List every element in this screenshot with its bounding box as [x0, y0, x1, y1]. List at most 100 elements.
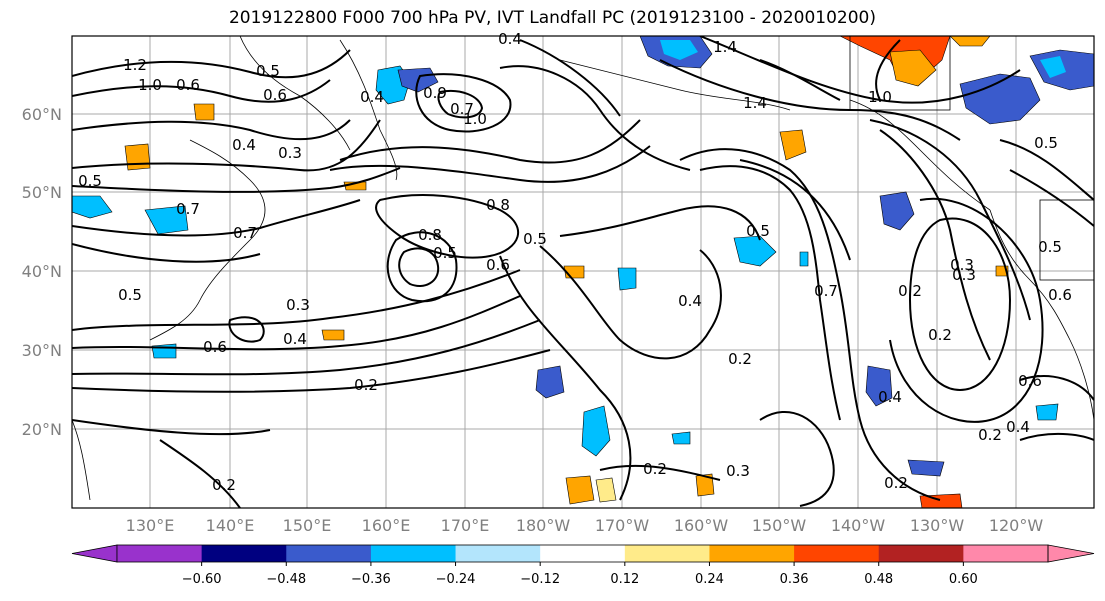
contour-label: 0.3 [726, 462, 750, 480]
colorbar-tick-label: 0.60 [949, 572, 978, 587]
lon-tick-label: 150°E [283, 516, 332, 535]
contour-label: 0.5 [433, 244, 457, 262]
contour-label: 0.6 [1018, 372, 1042, 390]
contour-label: 0.3 [278, 144, 302, 162]
map-frame [71, 35, 1095, 509]
contour-label: 0.5 [1034, 134, 1058, 152]
contour-label: 0.6 [1048, 286, 1072, 304]
colorbar-extend-low [71, 544, 118, 563]
contour-label: 0.6 [203, 338, 227, 356]
colorbar-segment [370, 545, 457, 562]
colorbar-segment [878, 545, 964, 562]
colorbar-tick-label: 0.24 [695, 572, 724, 587]
lon-tick-label: 120°W [989, 516, 1044, 535]
contour-label: 0.4 [283, 330, 307, 348]
colorbar-tick-label: 0.36 [780, 572, 809, 587]
longitude-ticks: 130°E 140°E 150°E 160°E 170°E 180°W 170°W 160°W… [126, 516, 1044, 535]
lon-tick-label: 130°W [910, 516, 965, 535]
contour-label: 0.3 [950, 256, 974, 274]
lat-tick-label: 20°N [22, 420, 62, 439]
contour-label: 0.5 [256, 62, 280, 80]
pv-contours [72, 36, 1094, 508]
colorbar-frame [116, 544, 1049, 563]
contour-labels: 1.21.0 0.60.50.60.4 0.30.70.51.41.4 1.00.40… [78, 30, 1072, 494]
contour-label: 0.6 [486, 256, 510, 274]
lon-tick-label: 140°E [206, 516, 255, 535]
contour-label: 1.0 [138, 76, 162, 94]
colorbar-segment [709, 545, 795, 562]
contour-label: 0.2 [643, 460, 667, 478]
graticule [72, 36, 1094, 508]
contour-label: 0.4 [360, 88, 384, 106]
colorbar-tick-label: −0.36 [351, 572, 391, 587]
contour-label: 0.8 [486, 196, 510, 214]
contour-label: 0.4 [1006, 418, 1030, 436]
contour-label: 0.8 [418, 226, 442, 244]
colorbar-segment [624, 545, 710, 562]
map-panel: 1.21.0 0.60.50.60.4 0.30.70.51.41.4 1.00.40… [71, 30, 1095, 509]
contour-label: 0.2 [354, 376, 378, 394]
lon-tick-label: 130°E [126, 516, 175, 535]
contour-label: 0.3 [286, 296, 310, 314]
lat-tick-label: 50°N [22, 183, 62, 202]
contour-label: 0.7 [450, 100, 474, 118]
colorbar-extend-high [1047, 544, 1095, 563]
contour-label: 1.4 [743, 94, 767, 112]
lon-tick-label: 180°W [516, 516, 571, 535]
contour-label: 0.5 [1038, 238, 1062, 256]
lat-tick-label: 30°N [22, 341, 62, 360]
colorbar-tick-label: 0.12 [610, 572, 639, 587]
lat-tick-label: 60°N [22, 105, 62, 124]
contour-label: 0.4 [878, 388, 902, 406]
lon-tick-label: 140°W [831, 516, 886, 535]
contour-label: 0.2 [978, 426, 1002, 444]
contour-label: 0.2 [728, 350, 752, 368]
colorbar-tick-label: −0.48 [266, 572, 306, 587]
lon-tick-label: 170°E [441, 516, 490, 535]
anomaly-patches [72, 36, 1094, 508]
contour-label: 0.7 [233, 224, 257, 242]
contour-label: 1.0 [463, 110, 487, 128]
colorbar: −0.60 −0.48 −0.36 −0.24 −0.12 0.12 0.24 0.36 0.4… [71, 544, 1095, 587]
contour-label: 0.3 [952, 266, 976, 284]
contour-label: 0.5 [118, 286, 142, 304]
colorbar-segment [540, 545, 626, 562]
colorbar-segment [455, 545, 541, 562]
pv-anomaly-fill [72, 36, 1094, 508]
contour-label: 1.2 [123, 56, 147, 74]
lat-tick-label: 40°N [22, 262, 62, 281]
colorbar-tick-label: 0.48 [864, 572, 893, 587]
contour-label: 0.4 [232, 136, 256, 154]
contour-label: 0.7 [176, 200, 200, 218]
contour-label: 0.2 [212, 476, 236, 494]
contour-label: 0.5 [746, 222, 770, 240]
contour-label: 0.5 [523, 230, 547, 248]
latitude-ticks: 60°N 50°N 40°N 30°N 20°N [22, 105, 62, 439]
contour-label: 0.4 [678, 292, 702, 310]
colorbar-segment [963, 545, 1049, 562]
contour-label: 0.5 [78, 172, 102, 190]
contour-label: 0.2 [884, 474, 908, 492]
contour-label: 0.4 [498, 30, 522, 48]
contour-label: 0.6 [263, 86, 287, 104]
lon-tick-label: 160°W [674, 516, 729, 535]
colorbar-segment [201, 545, 287, 562]
colorbar-segment [117, 545, 203, 562]
lon-tick-label: 150°W [752, 516, 807, 535]
colorbar-tick-label: −0.12 [520, 572, 560, 587]
colorbar-tick-label: −0.60 [182, 572, 222, 587]
map-title: 2019122800 F000 700 hPa PV, IVT Landfall… [228, 8, 876, 28]
contour-label: 0.9 [423, 84, 447, 102]
lon-tick-label: 170°W [595, 516, 650, 535]
colorbar-segment [286, 545, 372, 562]
lon-tick-label: 160°E [362, 516, 411, 535]
colorbar-tick-label: −0.24 [436, 572, 476, 587]
contour-label: 0.2 [898, 282, 922, 300]
colorbar-segment [794, 545, 880, 562]
contour-label: 1.0 [868, 88, 892, 106]
contour-label: 0.7 [814, 282, 838, 300]
coastlines [72, 36, 1094, 501]
contour-label: 0.2 [928, 326, 952, 344]
contour-label: 0.6 [176, 76, 200, 94]
